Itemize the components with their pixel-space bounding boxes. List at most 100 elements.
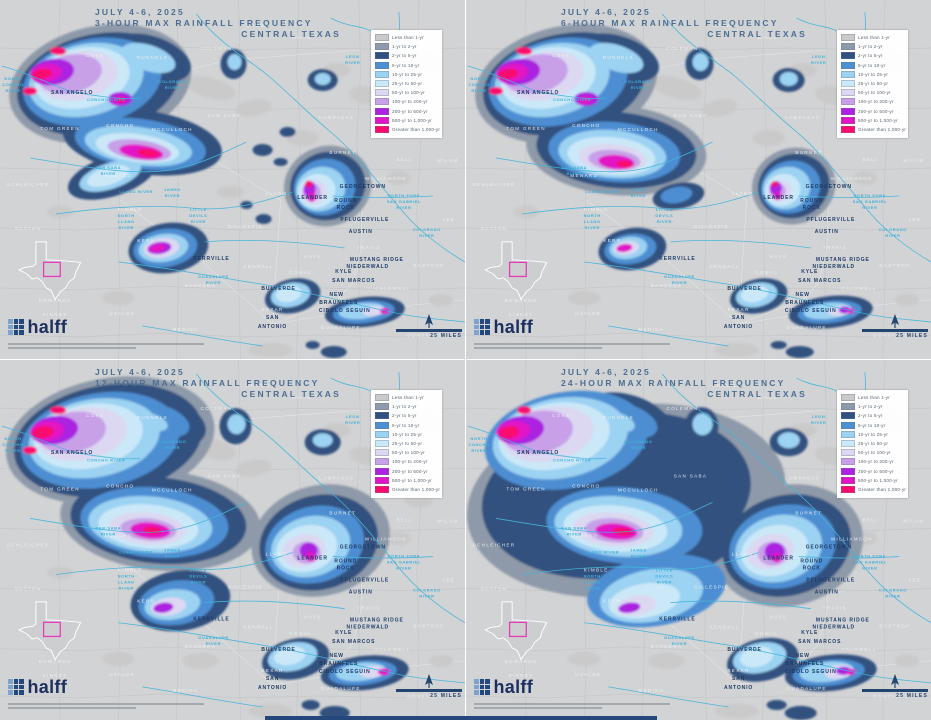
river-label: GUADALUPE xyxy=(198,274,229,279)
scale-bar-line xyxy=(862,689,928,692)
river-label: NORTH xyxy=(4,436,21,441)
county-label: EDWARDS xyxy=(39,298,71,303)
county-label: BELL xyxy=(397,157,413,162)
county-label: KERR xyxy=(603,238,621,243)
legend-row: Greater than 1,000-yr xyxy=(375,125,440,133)
legend-swatch xyxy=(375,79,389,87)
county-label: CONCHO xyxy=(106,123,134,128)
legend-row: 100-yr to 200-yr xyxy=(841,98,905,106)
city-label: BRAUNFELS xyxy=(785,300,824,306)
county-label: MILAM xyxy=(437,158,458,163)
legend-label: 1-yr to 2-yr xyxy=(858,44,883,50)
river-label: NORTH FORK xyxy=(854,554,887,559)
city-label: SAN MARCOS xyxy=(798,278,841,284)
legend-swatch xyxy=(841,52,855,60)
legend-swatch xyxy=(375,430,389,438)
legend-label: Less than 1-yr xyxy=(858,395,890,400)
city-label: ROUND xyxy=(334,198,357,204)
logo-grid-square xyxy=(8,319,13,324)
map-canvas-12hr: COKE RUNNELS COLEMAN BROWN MILLS SAN SABA LAMP… xyxy=(0,360,465,720)
river-label: RIVER xyxy=(345,420,360,425)
county-label: COMAL xyxy=(289,270,312,275)
map-panel-24hr: COKE RUNNELS COLEMAN BROWN MILLS SAN SABA LAMP… xyxy=(466,360,931,720)
halff-logo: halff xyxy=(8,678,67,696)
legend-row: 200-yr to 500-yr xyxy=(375,107,439,115)
river-label: LLANO RIVER xyxy=(119,189,153,194)
river-label: LLANO xyxy=(584,219,601,224)
city-label: ANTONIO xyxy=(724,685,753,691)
halff-logo-grid-icon xyxy=(8,679,24,695)
county-label: SUTTON xyxy=(15,226,42,231)
halff-logo-text: halff xyxy=(27,677,67,697)
county-label: LLANO xyxy=(266,552,288,557)
legend-row: 5-yr to 10-yr xyxy=(841,61,905,69)
city-label: ROCK xyxy=(803,205,821,211)
city-label: SAN xyxy=(732,676,745,682)
river-label: RIVER xyxy=(631,193,646,198)
legend-row: Less than 1-yr xyxy=(841,34,905,41)
county-label: KERR xyxy=(137,238,155,243)
county-label: BASTROP xyxy=(413,263,444,268)
legend-label: 50-yr to 100-yr xyxy=(392,90,425,96)
city-label: LEANDER xyxy=(763,556,793,562)
river-label: JAMES xyxy=(164,187,181,192)
legend-body: Less than 1-yr 1-yr to 2-yr 2-yr to 5-yr 5-… xyxy=(841,394,906,493)
county-label: SCHLEICHER xyxy=(473,543,516,548)
logo-grid-square xyxy=(8,679,13,684)
river-label: RIVER xyxy=(862,205,877,210)
county-label: MILAM xyxy=(437,518,458,523)
county-label: MILLS xyxy=(292,35,312,40)
legend-swatch xyxy=(375,34,389,41)
city-label: SAN xyxy=(266,315,279,321)
county-label: TOM GREEN xyxy=(506,126,545,131)
legend-swatch xyxy=(841,449,855,457)
legend-swatch xyxy=(375,98,389,106)
legend-row: Less than 1-yr xyxy=(841,394,905,401)
north-arrow-icon xyxy=(425,314,433,328)
county-label: MILAM xyxy=(903,518,924,523)
county-label: BEXAR xyxy=(262,668,284,673)
logo-grid-square xyxy=(485,330,490,335)
halff-logo-text: halff xyxy=(27,317,67,337)
county-label: KIMBLE xyxy=(118,568,143,573)
river-label: LLANO xyxy=(118,219,135,224)
county-label: BELL xyxy=(863,157,879,162)
legend-label: 100-yr to 200-yr xyxy=(858,459,894,465)
city-label: GEORGETOWN xyxy=(340,545,386,551)
river-label: RIVER xyxy=(657,219,672,224)
study-area-rect xyxy=(42,621,61,638)
logo-grid-square xyxy=(479,324,484,330)
city-label: CIBOLO SEGUIN xyxy=(319,669,371,675)
county-label: COLEMAN xyxy=(201,406,233,411)
city-label: BRAUNFELS xyxy=(319,300,358,306)
logo-grid-square xyxy=(19,679,24,684)
legend-row: Less than 1-yr xyxy=(375,394,439,401)
logo-grid-square xyxy=(479,684,484,690)
county-label: GILLESPIE xyxy=(694,585,729,590)
halff-logo: halff xyxy=(474,678,533,696)
halff-logo: halff xyxy=(8,318,67,336)
legend-label: 500-yr to 1,000-yr xyxy=(858,477,898,483)
logo-grid-square xyxy=(474,679,479,684)
county-label: HAYS xyxy=(770,254,787,259)
county-label: GONZALES xyxy=(873,694,909,699)
city-label: NEW xyxy=(796,292,810,298)
river-label: RIVER xyxy=(165,554,180,559)
county-label: KENDALL xyxy=(243,625,273,630)
scale-bar: 25 MILES xyxy=(396,314,462,339)
river-label: NORTH xyxy=(470,436,487,441)
river-label: CONCHO xyxy=(468,442,489,447)
logo-grid-square xyxy=(8,330,13,335)
legend-swatch xyxy=(841,107,855,115)
river-label: NORTH FORK xyxy=(854,193,887,198)
credit-text-line xyxy=(8,703,204,706)
river-label: RIVER xyxy=(345,60,360,65)
map-title: JULY 4-6, 2025 6-HOUR MAX RAINFALL FREQU… xyxy=(561,7,807,40)
county-label: RUNNELS xyxy=(137,55,168,60)
county-label: MILLS xyxy=(292,395,312,400)
north-arrow-icon xyxy=(425,674,433,688)
river-label: LLANO xyxy=(584,580,601,585)
city-label: CIBOLO SEGUIN xyxy=(785,669,837,675)
county-label: GUADALUPE xyxy=(787,325,827,330)
